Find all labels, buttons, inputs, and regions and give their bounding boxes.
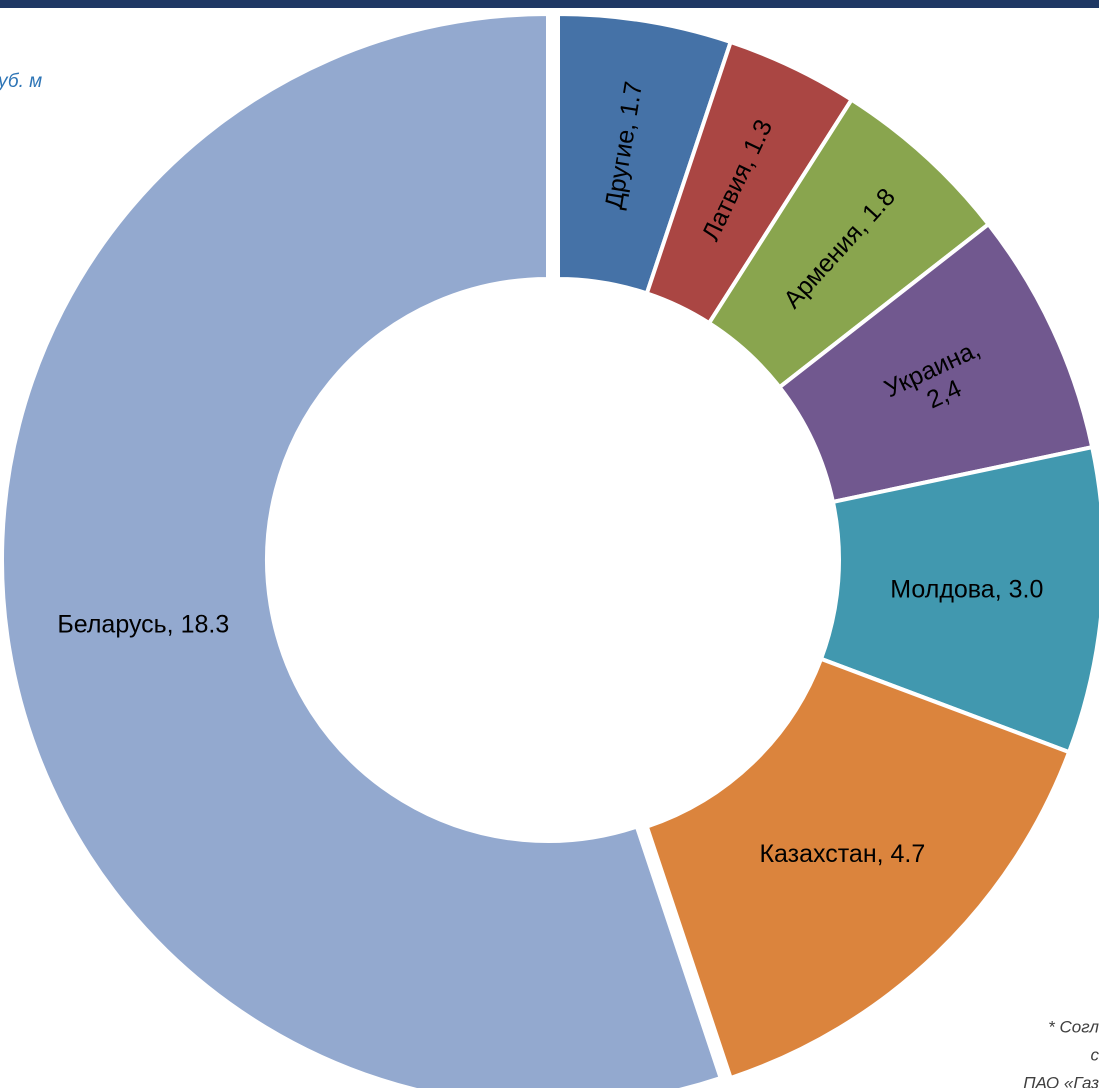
data-label: Молдова, 3.0: [890, 576, 1043, 604]
donut-segment: [644, 656, 1072, 1081]
footnote: с: [1091, 1045, 1099, 1064]
donut-segment: [0, 11, 724, 1088]
footnote: * Согл: [1048, 1017, 1099, 1036]
top-bar: [0, 0, 1099, 8]
subtitle: уб. м: [0, 71, 42, 92]
footnote: ПАО «Газ: [1023, 1073, 1099, 1088]
data-label: Казахстан, 4.7: [759, 840, 925, 868]
data-label: Беларусь, 18.3: [57, 610, 229, 638]
